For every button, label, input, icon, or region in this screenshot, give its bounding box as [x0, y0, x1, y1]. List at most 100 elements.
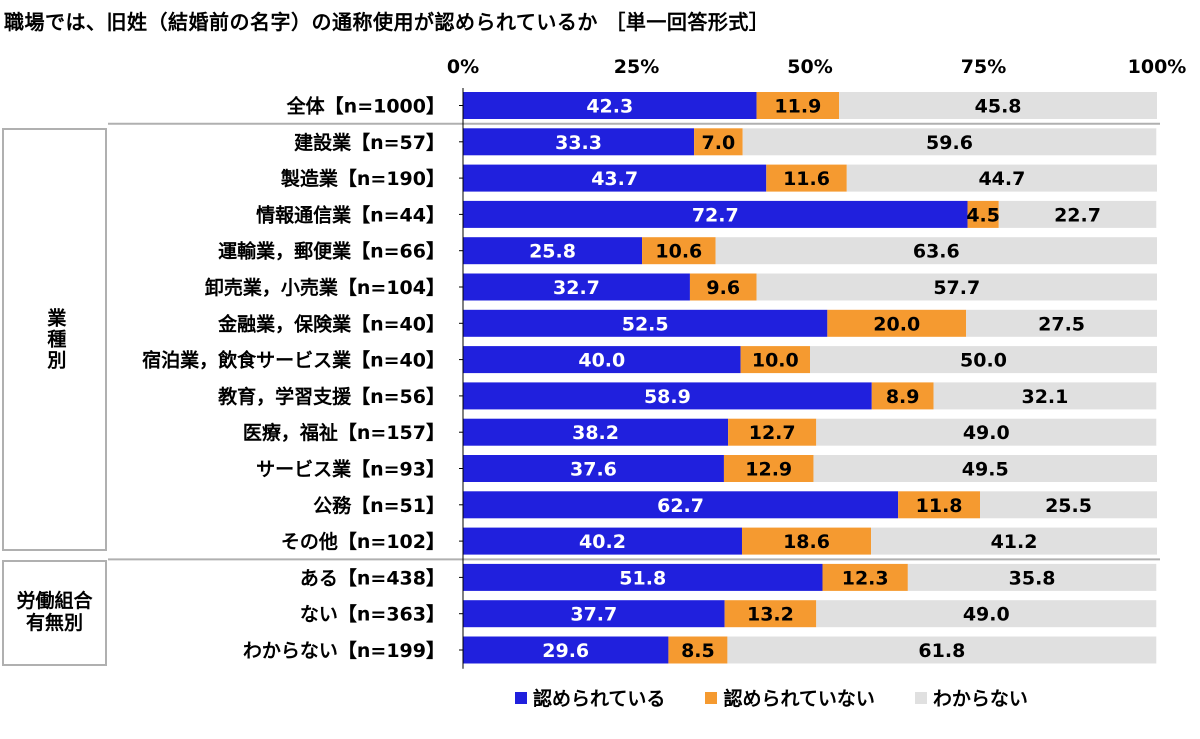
data-label-unknown: 49.0	[963, 604, 1010, 626]
bar-segment-unknown	[966, 309, 1157, 337]
legend: 認められている 認められていない わからない	[515, 684, 1028, 711]
bar-segment-unknown	[816, 418, 1157, 446]
x-tick-label: 25%	[614, 56, 659, 78]
bar-segment-not-allowed	[967, 200, 999, 228]
x-tick-label: 75%	[961, 56, 1006, 78]
category-label: 卸売業，小売業【n=104】	[205, 276, 445, 299]
bar-segment-allowed	[463, 237, 643, 265]
bar-segment-unknown	[839, 92, 1157, 119]
bar-segment-allowed	[463, 346, 741, 374]
data-label-not-allowed: 12.3	[842, 567, 889, 589]
bar-segment-not-allowed	[642, 237, 716, 265]
data-label-unknown: 22.7	[1054, 204, 1101, 226]
data-label-unknown: 44.7	[978, 168, 1025, 190]
legend-swatch-unknown	[914, 691, 927, 704]
bar-segment-allowed	[463, 600, 725, 628]
group-industry: 業種別	[2, 128, 107, 551]
data-label-allowed: 37.7	[570, 604, 617, 626]
data-label-unknown: 63.6	[913, 241, 960, 263]
data-label-not-allowed: 13.2	[747, 604, 794, 626]
data-label-allowed: 38.2	[572, 422, 619, 444]
data-label-allowed: 40.2	[579, 531, 626, 553]
category-label: 公務【n=51】	[313, 494, 445, 517]
legend-swatch-not-allowed	[705, 691, 718, 704]
data-label-not-allowed: 9.6	[706, 277, 740, 299]
x-tick-label: 0%	[447, 56, 479, 78]
data-label-unknown: 50.0	[960, 350, 1007, 372]
bar-segment-allowed	[463, 491, 899, 519]
bar-segment-not-allowed	[728, 418, 817, 446]
category-label: 宿泊業，飲食サービス業【n=40】	[142, 349, 445, 372]
bar-segment-not-allowed	[723, 455, 814, 482]
bar-segment-not-allowed	[740, 346, 810, 374]
bar-segment-unknown	[816, 600, 1157, 628]
bar-segment-unknown	[846, 164, 1157, 192]
data-label-allowed: 25.8	[529, 241, 576, 263]
bar-segment-not-allowed	[827, 309, 967, 337]
legend-label-not-allowed: 認められていない	[723, 688, 875, 710]
bar-segment-unknown	[998, 200, 1157, 228]
legend-item-not-allowed: 認められていない	[705, 684, 875, 711]
legend-label-unknown: わからない	[932, 688, 1028, 710]
category-label: 製造業【n=190】	[280, 167, 445, 190]
bar-segment-allowed	[463, 273, 690, 301]
group-label-union: 労働組合有無別	[16, 590, 93, 634]
data-label-unknown: 35.8	[1009, 567, 1056, 589]
data-label-allowed: 62.7	[657, 495, 704, 517]
bar-segment-not-allowed	[724, 600, 817, 628]
category-label: わからない【n=199】	[243, 639, 445, 662]
legend-item-allowed: 認められている	[515, 684, 665, 711]
data-label-unknown: 45.8	[975, 96, 1022, 118]
legend-swatch-allowed	[515, 691, 527, 704]
bar-segment-not-allowed	[694, 128, 743, 156]
data-label-allowed: 40.0	[578, 350, 625, 372]
data-label-allowed: 43.7	[591, 168, 638, 190]
category-label: 医療，福祉【n=157】	[243, 421, 445, 444]
bar-segment-unknown	[871, 527, 1157, 555]
data-label-allowed: 42.3	[586, 96, 633, 118]
data-label-not-allowed: 7.0	[702, 132, 736, 154]
data-label-allowed: 33.3	[555, 132, 602, 154]
data-label-allowed: 37.6	[570, 459, 617, 481]
bar-segment-not-allowed	[741, 527, 872, 555]
bar-segment-unknown	[727, 636, 1157, 664]
data-label-not-allowed: 11.9	[774, 96, 821, 118]
data-label-not-allowed: 11.8	[916, 495, 963, 517]
bar-segment-allowed	[463, 455, 724, 482]
data-label-allowed: 51.8	[619, 567, 666, 589]
bar-segment-not-allowed	[766, 164, 847, 192]
bar-segment-allowed	[463, 418, 729, 446]
legend-label-allowed: 認められている	[533, 688, 666, 710]
bar-segment-unknown	[813, 455, 1157, 482]
bar-segment-allowed	[463, 309, 828, 337]
data-label-unknown: 59.6	[926, 132, 973, 154]
category-label: サービス業【n=93】	[256, 458, 445, 481]
bar-segment-not-allowed	[871, 382, 934, 410]
data-label-not-allowed: 8.5	[681, 640, 715, 662]
bar-segment-not-allowed	[898, 491, 981, 519]
data-label-not-allowed: 12.9	[745, 459, 792, 481]
category-label: ある【n=438】	[300, 566, 445, 589]
data-label-not-allowed: 4.5	[966, 204, 1000, 226]
data-label-unknown: 57.7	[933, 277, 980, 299]
data-label-not-allowed: 8.9	[886, 386, 920, 408]
data-label-allowed: 29.6	[542, 640, 589, 662]
bar-segment-unknown	[980, 491, 1157, 519]
category-label: 金融業，保険業【n=40】	[217, 312, 445, 335]
bar-segment-allowed	[463, 527, 742, 555]
group-label-industry: 業種別	[44, 308, 67, 371]
bar-segment-unknown	[907, 563, 1157, 591]
x-tick-label: 100%	[1128, 56, 1187, 78]
data-label-not-allowed: 20.0	[873, 313, 920, 335]
category-label: その他【n=102】	[281, 530, 445, 553]
data-label-unknown: 32.1	[1021, 386, 1068, 408]
data-label-not-allowed: 10.0	[752, 350, 799, 372]
bar-segment-allowed	[463, 382, 872, 410]
bar-segment-allowed	[463, 200, 968, 228]
x-tick-label: 50%	[787, 56, 832, 78]
bar-segment-not-allowed	[756, 92, 840, 119]
data-label-unknown: 25.5	[1045, 495, 1092, 517]
data-label-allowed: 32.7	[553, 277, 600, 299]
group-union: 労働組合有無別	[2, 560, 107, 666]
